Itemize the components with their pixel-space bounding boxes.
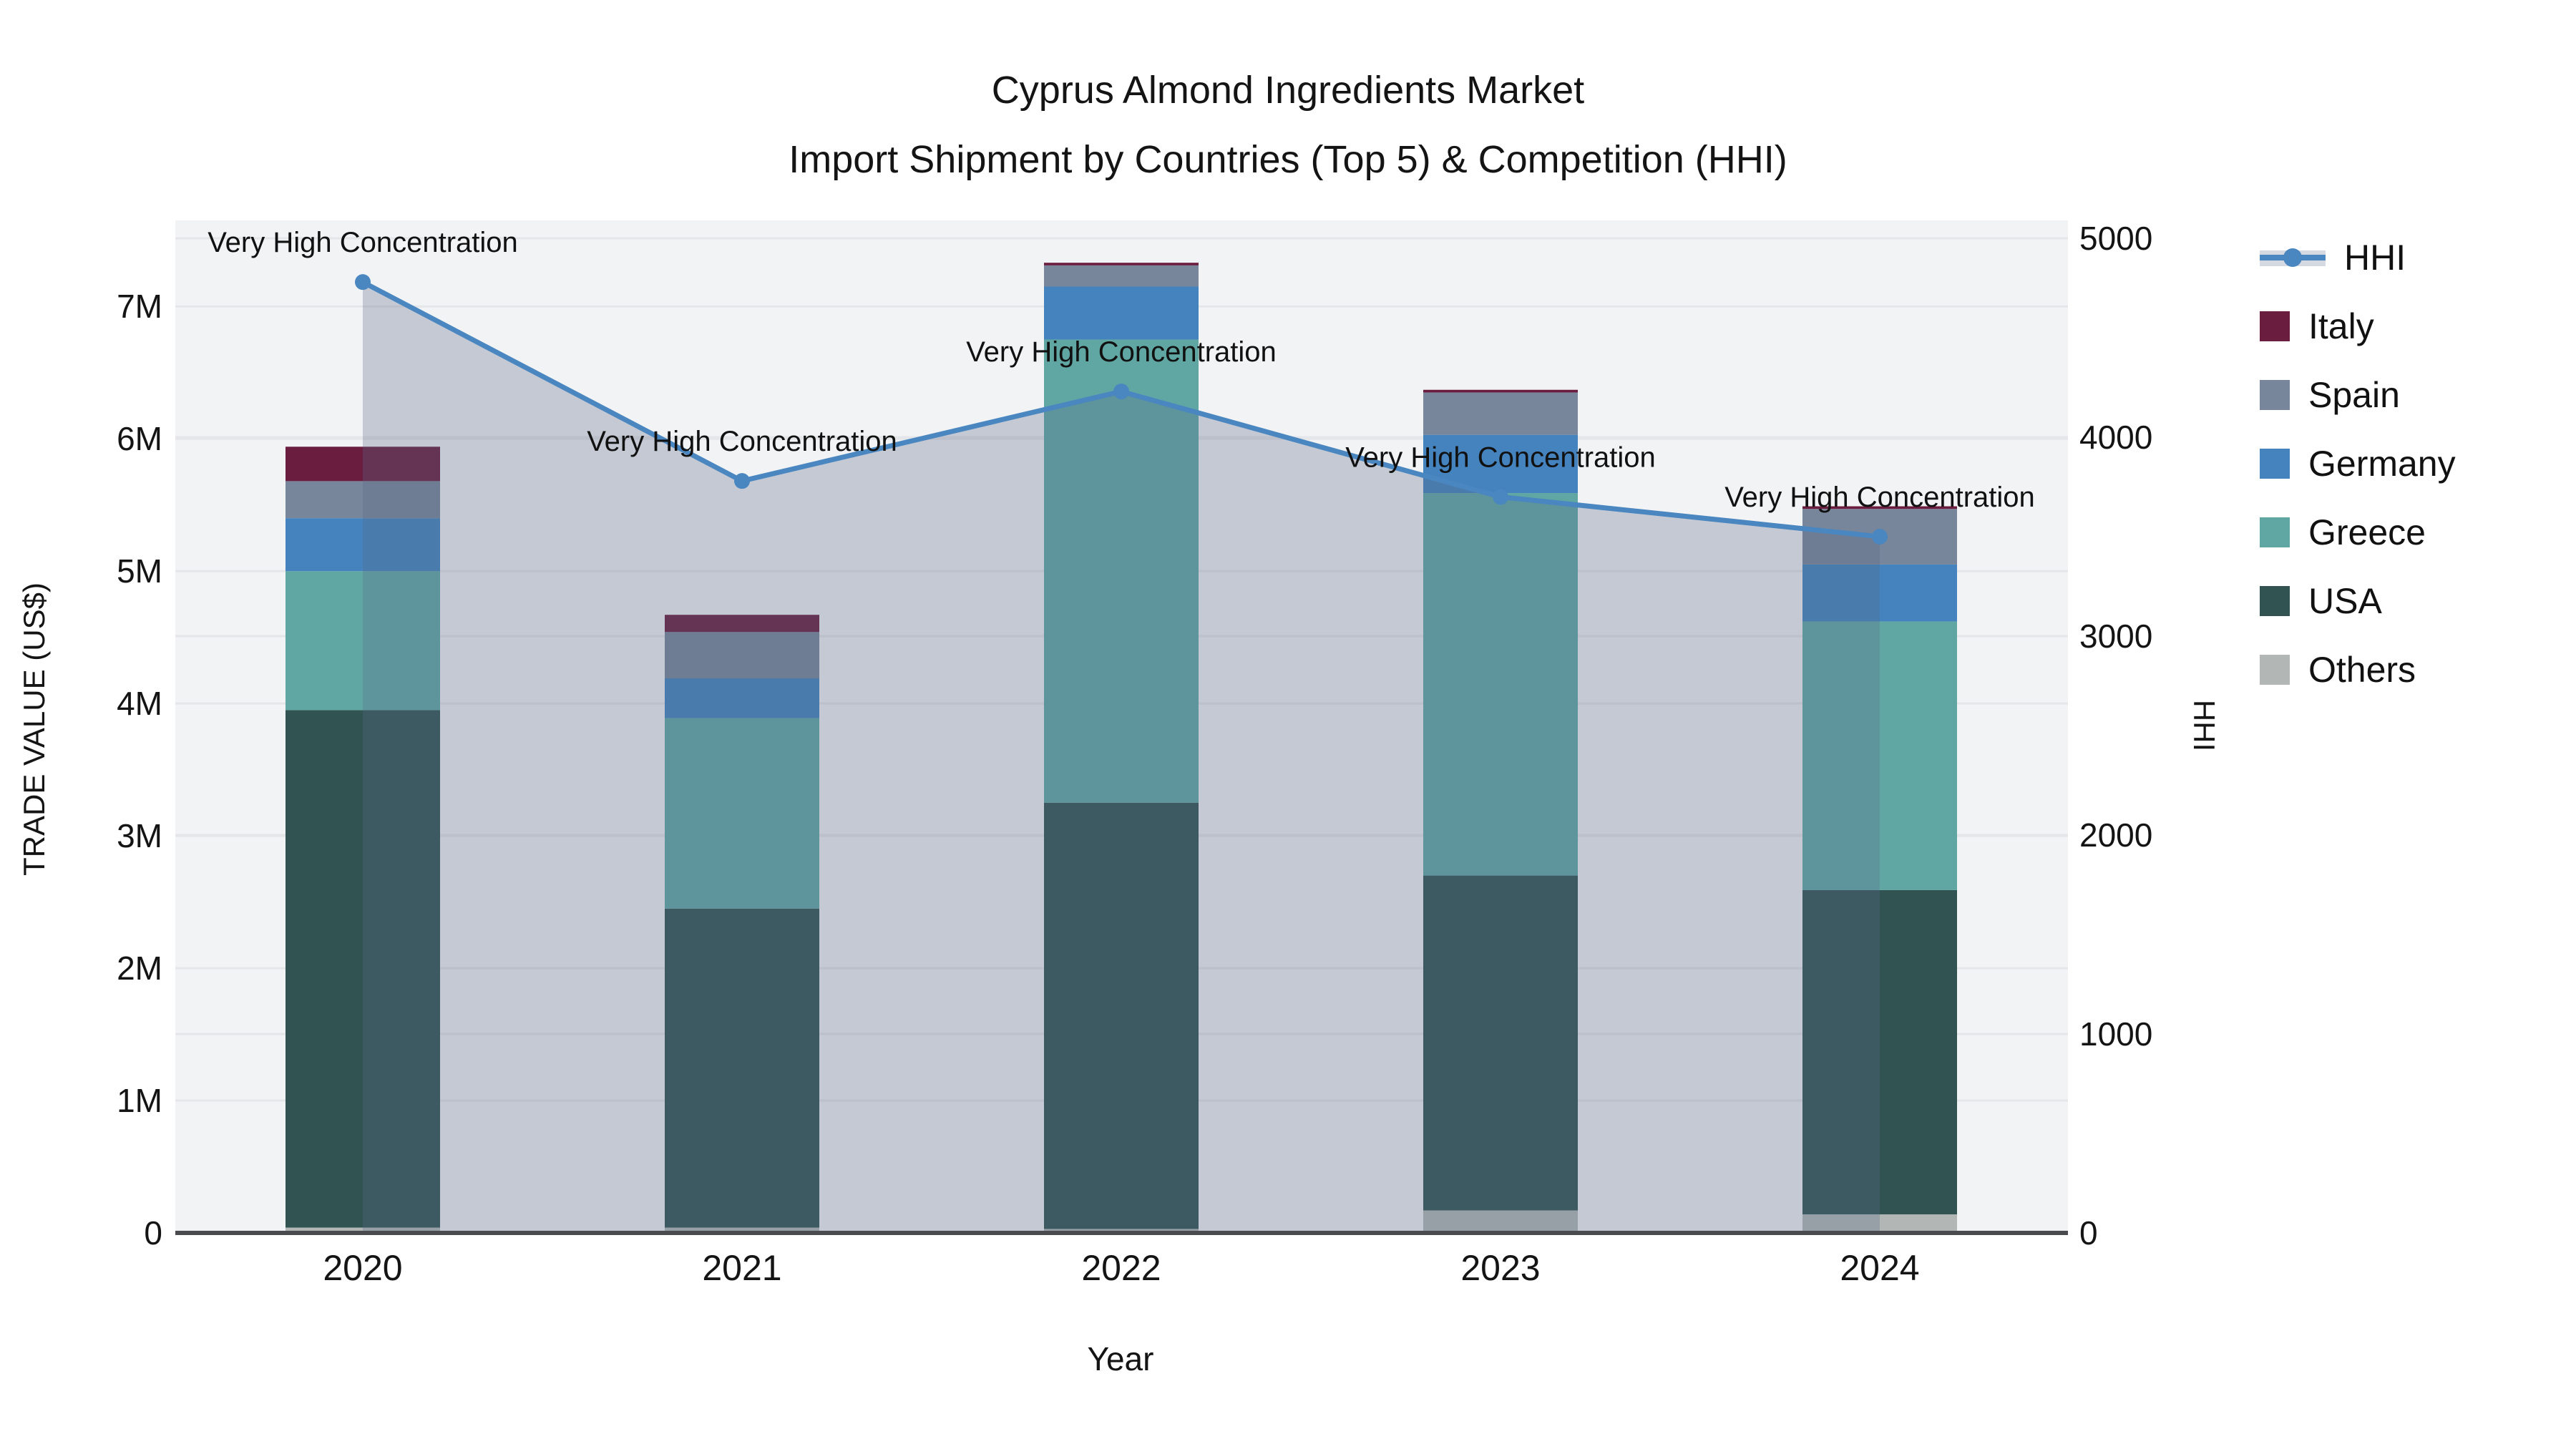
annotation-2021: Very High Concentration: [587, 426, 897, 457]
bar-segment-greece-2023[interactable]: [1423, 493, 1578, 876]
x-tick-2024: 2024: [1840, 1248, 1919, 1288]
legend-item-italy[interactable]: Italy: [2260, 292, 2456, 361]
legend-swatch-italy: [2260, 311, 2290, 341]
bar-segment-usa-2022[interactable]: [1044, 802, 1199, 1229]
legend-swatch-usa: [2260, 586, 2290, 616]
legend-swatch-spain: [2260, 380, 2290, 410]
legend-swatch-greece: [2260, 517, 2290, 547]
bar-segment-usa-2024[interactable]: [1802, 889, 1957, 1215]
legend-hhi-line-swatch: [2260, 243, 2326, 273]
x-axis-title: Year: [1087, 1340, 1154, 1377]
bar-segment-others-2020[interactable]: [286, 1227, 440, 1233]
bar-segment-greece-2022[interactable]: [1044, 339, 1199, 803]
annotation-2023: Very High Concentration: [1345, 441, 1656, 473]
x-tick-2020: 2020: [323, 1248, 402, 1288]
legend-hhi-dot: [2283, 248, 2302, 267]
legend-item-spain[interactable]: Spain: [2260, 361, 2456, 429]
legend-item-hhi[interactable]: HHI: [2260, 223, 2456, 292]
legend-item-usa[interactable]: USA: [2260, 567, 2456, 635]
legend-item-greece[interactable]: Greece: [2260, 498, 2456, 567]
bar-segment-italy-2021[interactable]: [665, 615, 819, 633]
bar-segment-italy-2023[interactable]: [1423, 389, 1578, 393]
x-tick-2023: 2023: [1460, 1248, 1540, 1288]
x-axis-line: [175, 1231, 2068, 1235]
bar-segment-others-2024[interactable]: [1802, 1214, 1957, 1233]
annotation-2024: Very High Concentration: [1724, 482, 2035, 513]
chart-title-line1: Cyprus Almond Ingredients Market: [991, 69, 1585, 112]
y-left-tick: 3M: [117, 817, 162, 854]
y-left-tick: 2M: [117, 950, 162, 987]
y-left-tick: 5M: [117, 552, 162, 590]
bar-segment-italy-2022[interactable]: [1044, 263, 1199, 265]
y-right-tick: 1000: [2079, 1015, 2152, 1053]
bar-segment-usa-2023[interactable]: [1423, 875, 1578, 1211]
legend-label-greece: Greece: [2308, 512, 2426, 552]
legend-item-others[interactable]: Others: [2260, 635, 2456, 704]
bar-segment-greece-2024[interactable]: [1802, 621, 1957, 890]
legend: HHI Italy Spain Germany Greece USA Others: [2260, 223, 2456, 704]
bar-segment-others-2021[interactable]: [665, 1227, 819, 1233]
y-right-tick: 3000: [2079, 618, 2152, 655]
bar-segment-germany-2024[interactable]: [1802, 564, 1957, 622]
y-left-tick: 6M: [117, 420, 162, 457]
bar-segment-italy-2020[interactable]: [286, 447, 440, 482]
bar-segment-germany-2020[interactable]: [286, 518, 440, 572]
hhi-marker-2023[interactable]: [1493, 489, 1508, 505]
y-right-tick: 4000: [2079, 419, 2152, 456]
legend-item-germany[interactable]: Germany: [2260, 429, 2456, 498]
bar-segment-italy-2024[interactable]: [1802, 506, 1957, 509]
legend-label-usa: USA: [2308, 581, 2382, 621]
y-left-tick: 7M: [117, 288, 162, 325]
bar-segment-spain-2020[interactable]: [286, 481, 440, 519]
x-tick-2021: 2021: [702, 1248, 781, 1288]
y-left-tick: 4M: [117, 685, 162, 722]
bar-segment-germany-2021[interactable]: [665, 678, 819, 718]
chart-title-line2: Import Shipment by Countries (Top 5) & C…: [789, 138, 1787, 181]
y-left-tick: 0: [144, 1214, 162, 1252]
y-left-tick: 1M: [117, 1082, 162, 1119]
y-right-tick: 0: [2079, 1214, 2098, 1252]
legend-label-hhi: HHI: [2344, 238, 2406, 278]
annotation-2020: Very High Concentration: [208, 227, 518, 258]
y-axis-right-title: HHI: [2187, 699, 2221, 752]
bar-segment-usa-2020[interactable]: [286, 710, 440, 1228]
legend-swatch-others: [2260, 655, 2290, 685]
hhi-marker-2024[interactable]: [1872, 529, 1888, 545]
hhi-marker-2021[interactable]: [734, 473, 750, 489]
chart-title: Cyprus Almond Ingredients Market Import …: [0, 56, 2576, 195]
annotation-2022: Very High Concentration: [966, 336, 1277, 368]
bar-segment-greece-2021[interactable]: [665, 718, 819, 909]
hhi-marker-2020[interactable]: [355, 274, 371, 291]
legend-label-germany: Germany: [2308, 444, 2456, 484]
legend-label-spain: Spain: [2308, 375, 2400, 415]
y-right-tick: 5000: [2079, 220, 2152, 257]
bar-segment-spain-2023[interactable]: [1423, 392, 1578, 435]
y-axis-left-title: TRADE VALUE (US$): [17, 582, 51, 876]
legend-label-italy: Italy: [2308, 306, 2374, 346]
hhi-marker-2022[interactable]: [1113, 384, 1129, 400]
hhi-area: [363, 282, 1880, 1234]
legend-swatch-germany: [2260, 449, 2290, 479]
bar-segment-others-2023[interactable]: [1423, 1210, 1578, 1233]
bar-segment-usa-2021[interactable]: [665, 908, 819, 1228]
bar-segment-germany-2022[interactable]: [1044, 286, 1199, 340]
y-right-tick: 2000: [2079, 816, 2152, 854]
bar-segment-spain-2022[interactable]: [1044, 265, 1199, 287]
bar-segment-greece-2020[interactable]: [286, 571, 440, 711]
x-tick-2022: 2022: [1081, 1248, 1161, 1288]
bar-segment-spain-2021[interactable]: [665, 632, 819, 678]
legend-label-others: Others: [2308, 650, 2416, 690]
